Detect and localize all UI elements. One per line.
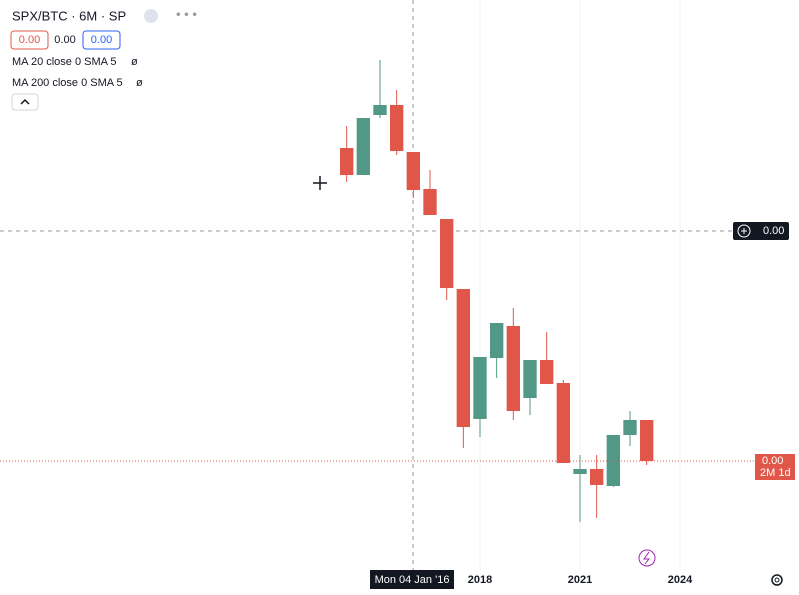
add-icon-plus [741, 228, 747, 234]
crosshair-price-label: 0.00 [763, 225, 784, 237]
candle-body [506, 326, 520, 411]
event-icon[interactable] [638, 549, 656, 567]
collapse-button[interactable] [11, 93, 39, 111]
candle-body [540, 360, 554, 384]
candle-body [406, 152, 420, 190]
countdown-label: 2M 1d [760, 467, 791, 479]
settings-icon[interactable] [771, 574, 783, 586]
legend-value: 0.00 [19, 34, 40, 46]
candle-body [456, 289, 470, 427]
candle-body [440, 219, 454, 288]
x-tick-label: 2024 [668, 574, 693, 586]
legend-value: 0.00 [91, 34, 112, 46]
candle-body [606, 435, 620, 486]
last-price-label: 0.00 [762, 455, 783, 467]
candle-body [640, 420, 654, 461]
last-price-box [755, 454, 795, 480]
candle-body [473, 357, 487, 419]
crosshair-price-box [733, 222, 789, 240]
symbol-title[interactable]: SPX/BTC · 6M · SP [12, 8, 126, 23]
candle-body [356, 118, 370, 175]
candle-body [390, 105, 404, 151]
event-icon-bolt [643, 551, 651, 565]
legend-value: 0.00 [54, 34, 75, 46]
collapse-icon [20, 98, 30, 105]
candle-body [590, 469, 604, 485]
candle-body [490, 323, 504, 358]
candle-body [573, 469, 587, 474]
candle-body [373, 105, 387, 115]
x-tick-label: 2021 [568, 574, 592, 586]
hide-button[interactable] [144, 9, 158, 23]
candle-body [423, 189, 437, 215]
indicator-value: ø [131, 56, 138, 68]
candle-body [340, 148, 354, 175]
candle-body [556, 383, 570, 463]
x-tick-label: 2018 [468, 574, 492, 586]
value-box [10, 30, 49, 50]
more-button[interactable]: • • • [176, 6, 197, 21]
add-icon[interactable] [737, 224, 751, 238]
cursor [313, 176, 327, 190]
crosshair-time-box [370, 570, 454, 589]
indicator-label[interactable]: MA 20 close 0 SMA 5 [12, 56, 117, 68]
settings-hub [774, 577, 780, 583]
indicator-value: ø [136, 77, 143, 89]
crosshair-time-label: Mon 04 Jan '16 [375, 574, 450, 586]
indicator-label[interactable]: MA 200 close 0 SMA 5 [12, 77, 123, 89]
value-box [82, 30, 121, 50]
candle-body [523, 360, 537, 398]
candle-body [623, 420, 637, 435]
settings-gear [771, 574, 783, 586]
